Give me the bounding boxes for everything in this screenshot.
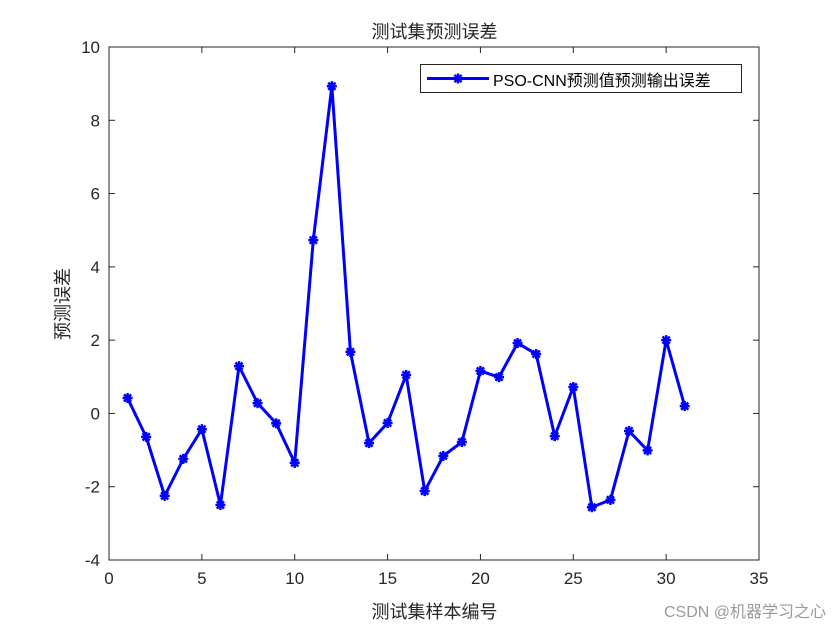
data-point-asterisk-icon [475, 365, 486, 376]
data-point-asterisk-icon [234, 361, 244, 372]
data-point-asterisk-icon [215, 500, 226, 511]
x-tick-label: 35 [750, 569, 769, 588]
data-point-asterisk-icon [326, 81, 337, 92]
y-tick-label: 2 [91, 331, 100, 350]
data-point-asterisk-icon [308, 235, 319, 246]
data-point-asterisk-icon [624, 426, 634, 437]
y-tick-label: 0 [91, 404, 100, 423]
data-point-asterisk-icon [642, 445, 653, 456]
axes-box [108, 46, 760, 561]
legend-line-marker-icon [427, 64, 489, 93]
legend: PSO-CNN预测值预测输出误差 [420, 64, 742, 93]
data-point-asterisk-icon [196, 424, 207, 435]
data-point-asterisk-icon [289, 457, 300, 468]
y-tick-label: 4 [91, 258, 100, 277]
data-point-asterisk-icon [122, 393, 133, 404]
data-point-asterisk-icon [661, 335, 672, 346]
x-tick-label: 30 [657, 569, 676, 588]
legend-label: PSO-CNN预测值预测输出误差 [493, 72, 711, 90]
data-point-asterisk-icon [549, 431, 560, 442]
y-tick-label: -4 [85, 551, 100, 570]
x-tick-label: 0 [104, 569, 113, 588]
data-point-asterisk-icon [679, 401, 690, 412]
x-tick-label: 5 [197, 569, 206, 588]
data-point-asterisk-icon [568, 382, 579, 393]
data-point-asterisk-icon [178, 453, 189, 464]
data-point-asterisk-icon [345, 346, 356, 357]
series-line [126, 84, 687, 509]
data-point-asterisk-icon [252, 398, 263, 409]
data-point-asterisk-icon [586, 502, 597, 513]
data-point-asterisk-icon [159, 490, 170, 501]
x-tick-label: 15 [378, 569, 397, 588]
y-tick-label: -2 [85, 478, 100, 497]
data-point-asterisk-icon [438, 450, 449, 461]
y-axis-label: 预测误差 [53, 268, 74, 340]
y-tick-label: 10 [81, 38, 100, 57]
data-point-asterisk-icon [419, 486, 430, 497]
y-tick-label: 8 [91, 111, 100, 130]
data-point-asterisk-icon [271, 418, 282, 429]
data-point-asterisk-icon [401, 369, 412, 380]
data-point-asterisk-icon [456, 437, 467, 448]
data-point-asterisk-icon [605, 494, 616, 505]
data-point-asterisk-icon [141, 431, 152, 442]
data-point-asterisk-icon [382, 417, 393, 428]
x-tick-label: 25 [564, 569, 583, 588]
x-axis-label: 测试集样本编号 [371, 602, 498, 623]
y-tick-label: 6 [91, 185, 100, 204]
x-tick-label: 10 [285, 569, 304, 588]
data-point-asterisk-icon [531, 349, 542, 360]
chart-title: 测试集预测误差 [371, 22, 498, 43]
watermark: CSDN @机器学习之心 [663, 604, 826, 621]
x-tick-label: 20 [471, 569, 490, 588]
data-point-asterisk-icon [494, 372, 504, 383]
data-point-asterisk-icon [512, 338, 523, 349]
data-point-asterisk-icon [364, 438, 374, 449]
